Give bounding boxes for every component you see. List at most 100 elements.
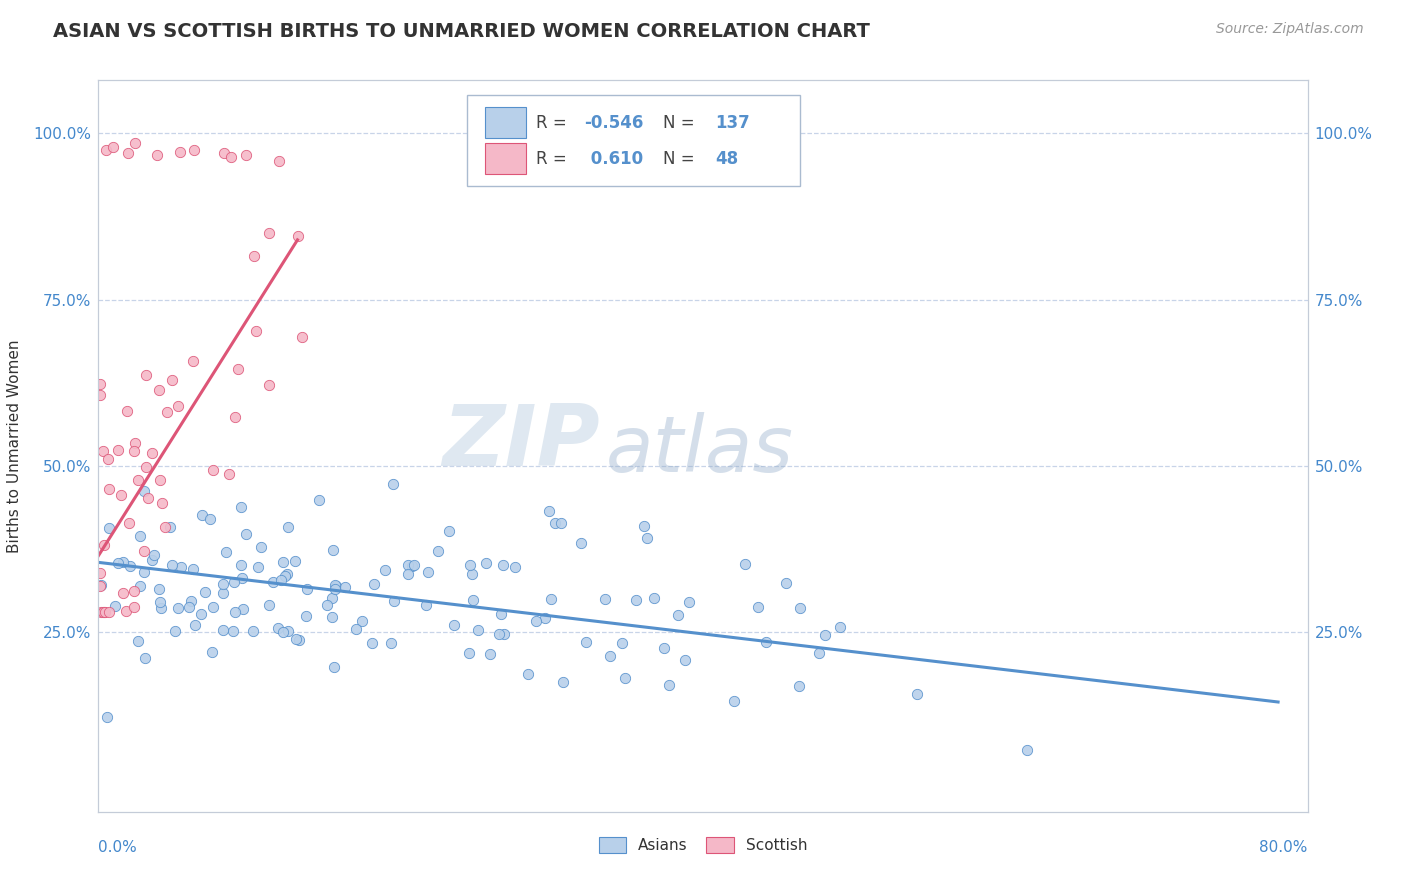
Text: 137: 137 [716, 113, 749, 132]
Point [382, 594, 405, 608]
Point [789, 600, 811, 615]
Point [93, 538, 115, 552]
Point [271, 625, 294, 640]
Point [149, 595, 172, 609]
Point [170, 560, 193, 574]
Point [242, 624, 264, 639]
Point [443, 617, 465, 632]
Point [595, 592, 617, 607]
Point [91, 605, 114, 619]
Point [277, 624, 299, 639]
Point [226, 362, 249, 376]
Point [231, 571, 253, 585]
Point [284, 554, 307, 568]
Point [775, 575, 797, 590]
Text: R =: R = [536, 113, 572, 132]
Point [124, 136, 146, 151]
FancyBboxPatch shape [485, 107, 526, 138]
Point [169, 145, 191, 160]
Text: 48: 48 [716, 150, 738, 168]
Point [276, 566, 298, 581]
Point [181, 353, 204, 368]
Point [167, 399, 190, 413]
Point [503, 560, 526, 574]
Point [115, 404, 138, 418]
Point [262, 574, 284, 589]
Point [360, 636, 382, 650]
Point [243, 249, 266, 263]
Point [323, 582, 346, 596]
Point [734, 557, 756, 571]
Point [118, 516, 141, 530]
Point [415, 598, 437, 612]
Point [160, 373, 183, 387]
Point [141, 446, 163, 460]
Point [212, 146, 235, 161]
Point [218, 467, 240, 481]
Point [156, 405, 179, 419]
Point [89, 388, 111, 402]
Point [247, 560, 270, 574]
Text: 80.0%: 80.0% [1260, 840, 1308, 855]
Point [224, 605, 246, 619]
Point [633, 519, 655, 533]
Point [215, 544, 238, 558]
Point [111, 586, 134, 600]
Point [129, 529, 152, 543]
Point [149, 473, 172, 487]
Point [323, 660, 346, 674]
Point [132, 483, 155, 498]
Point [830, 620, 852, 634]
Point [291, 330, 314, 344]
Point [333, 580, 356, 594]
Point [135, 368, 157, 382]
Point [101, 140, 124, 154]
Point [232, 602, 254, 616]
Point [460, 567, 482, 582]
Point [202, 600, 225, 615]
Point [231, 558, 253, 573]
Point [658, 678, 681, 692]
Point [807, 646, 830, 660]
Point [148, 384, 170, 398]
Point [180, 593, 202, 607]
Point [427, 543, 450, 558]
Point [321, 609, 343, 624]
Point [245, 324, 267, 338]
Point [110, 487, 132, 501]
Point [787, 679, 810, 693]
Point [396, 567, 419, 582]
Point [267, 154, 290, 169]
Point [250, 541, 273, 555]
Point [89, 376, 111, 391]
Point [112, 555, 135, 569]
Point [146, 147, 169, 161]
Point [322, 543, 344, 558]
Legend: Asians, Scottish: Asians, Scottish [592, 830, 814, 859]
Text: ASIAN VS SCOTTISH BIRTHS TO UNMARRIED WOMEN CORRELATION CHART: ASIAN VS SCOTTISH BIRTHS TO UNMARRIED WO… [53, 22, 870, 41]
Point [98, 605, 121, 619]
Point [134, 650, 156, 665]
Point [89, 579, 111, 593]
Point [142, 548, 165, 562]
Point [212, 576, 235, 591]
Point [152, 496, 174, 510]
Point [747, 600, 769, 615]
Point [540, 591, 562, 606]
Point [93, 605, 115, 619]
Point [475, 556, 498, 570]
Point [610, 635, 633, 649]
Point [599, 648, 621, 663]
Point [315, 599, 337, 613]
Point [224, 409, 246, 424]
Point [652, 640, 675, 655]
Point [463, 592, 485, 607]
Point [107, 557, 129, 571]
Text: N =: N = [664, 113, 700, 132]
Point [382, 476, 405, 491]
Point [202, 463, 225, 477]
Point [614, 671, 637, 685]
Point [224, 574, 246, 589]
Point [257, 599, 280, 613]
Point [284, 632, 307, 646]
